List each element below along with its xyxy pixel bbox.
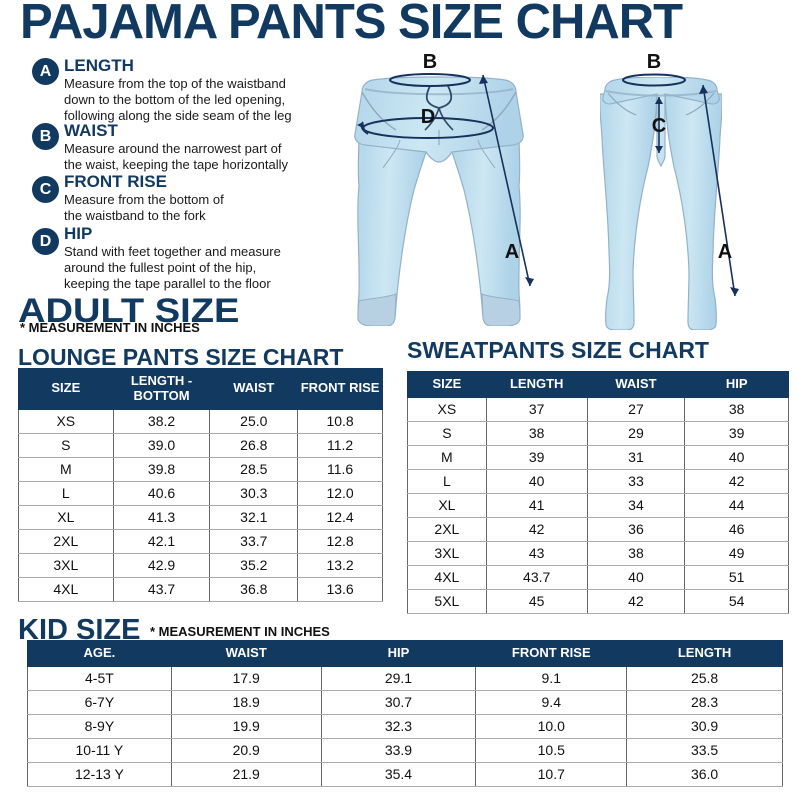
svg-text:B: B: [423, 51, 437, 73]
svg-text:B: B: [647, 51, 661, 73]
